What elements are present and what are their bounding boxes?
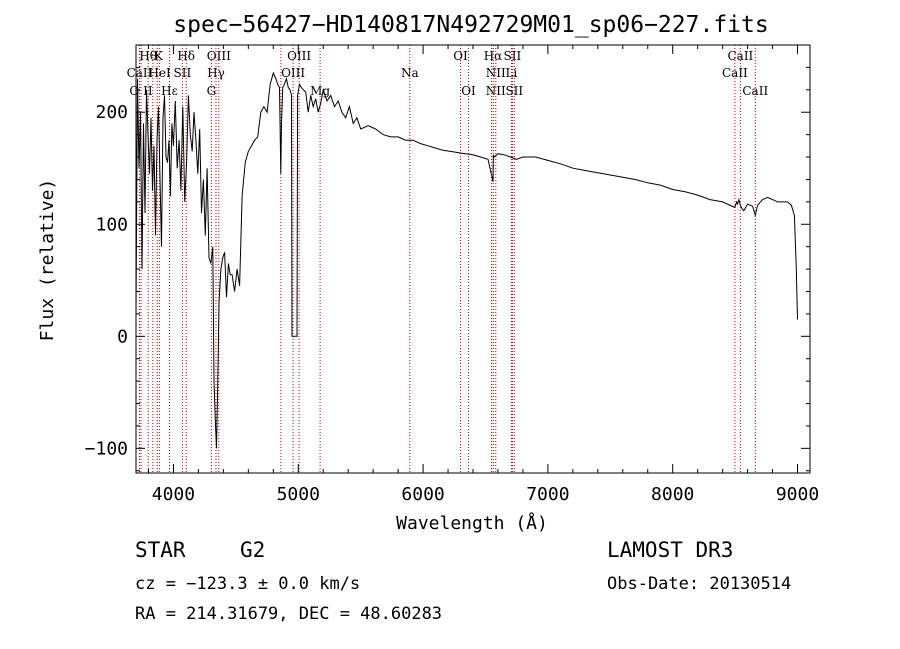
line-label: SII [174, 66, 192, 80]
x-tick-label: 4000 [152, 484, 195, 505]
line-label: O II [129, 84, 152, 98]
line-label: Hδ [177, 49, 195, 63]
coordinates: RA = 214.31679, DEC = 48.60283 [135, 604, 443, 624]
line-label: Na [401, 66, 419, 80]
x-axis-label: Wavelength (Å) [396, 512, 548, 534]
line-label: NII [486, 84, 506, 98]
line-label: G [207, 84, 217, 98]
y-axis-ticks: −100 0 100 200 [85, 66, 810, 472]
spectrum-line [135, 71, 798, 449]
y-axis-label: Flux (relative) [37, 179, 58, 342]
x-tick-label: 9000 [776, 484, 819, 505]
y-tick-label: 200 [95, 102, 128, 123]
line-label: NII [486, 66, 506, 80]
line-label: OI [461, 84, 476, 98]
x-tick-label: 7000 [526, 484, 569, 505]
line-label: CaII [722, 66, 748, 80]
y-tick-label: −100 [85, 438, 128, 459]
object-subclass: G2 [240, 538, 266, 562]
line-label: CaII [127, 66, 153, 80]
line-label: Li [505, 66, 517, 80]
line-label: OIII [281, 66, 305, 80]
line-label: OIII [287, 49, 311, 63]
line-label: SII [504, 49, 522, 63]
line-label: K [154, 49, 164, 63]
x-tick-label: 8000 [651, 484, 694, 505]
object-class: STAR [135, 538, 186, 562]
line-label: Hθ [139, 49, 157, 63]
survey-name: LAMOST DR3 [607, 538, 734, 562]
line-label: Hε [161, 84, 178, 98]
line-label: CaII [727, 49, 753, 63]
line-label: OI [453, 49, 468, 63]
line-label: OIII [207, 49, 231, 63]
chart-title: spec−56427−HD140817N492729M01_sp06−227.f… [173, 12, 768, 38]
y-tick-label: 0 [117, 326, 128, 347]
emission-line-markers [139, 45, 756, 473]
x-tick-label: 6000 [401, 484, 444, 505]
line-label: CaII [742, 84, 768, 98]
line-label: SII [505, 84, 523, 98]
line-label: HeI [148, 66, 171, 80]
redshift-cz: cz = −123.3 ± 0.0 km/s [135, 574, 361, 594]
x-tick-label: 5000 [277, 484, 320, 505]
line-label: Hγ [207, 66, 225, 80]
observation-date: Obs-Date: 20130514 [607, 574, 792, 594]
y-tick-label: 100 [95, 214, 128, 235]
x-axis-ticks: 4000 5000 6000 7000 8000 9000 [147, 45, 819, 505]
line-label: Hα [484, 49, 503, 63]
plot-frame [135, 44, 811, 474]
line-label: Mg [310, 84, 330, 98]
